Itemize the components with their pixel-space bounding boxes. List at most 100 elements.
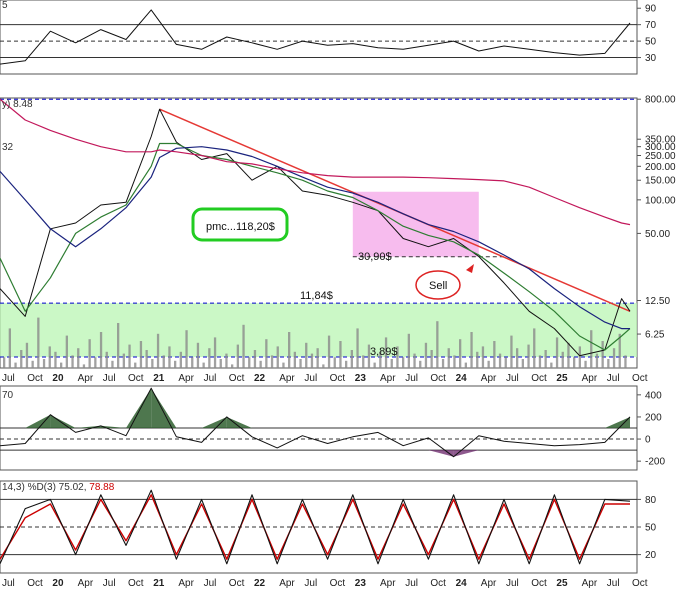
stochastic-x-axis-label: Jul	[405, 578, 418, 589]
distribution-zone	[352, 191, 479, 257]
volume-bar	[282, 362, 285, 368]
volume-bar	[213, 337, 217, 368]
volume-bar	[202, 362, 205, 368]
price-tick-label: 350.00	[645, 135, 676, 146]
volume-bar	[413, 353, 416, 368]
oscillator-tick-label: 0	[645, 435, 651, 446]
oscillator-positive-fill	[25, 414, 51, 428]
volume-bar	[504, 357, 507, 368]
volume-bar	[276, 346, 279, 368]
volume-bar	[54, 351, 57, 368]
price-x-axis-label: Apr	[380, 373, 396, 384]
stochastic-x-axis-label: Jul	[607, 578, 620, 589]
stochastic-params: 14,3) %D(3) 75.02,	[2, 482, 87, 493]
volume-bar	[487, 360, 490, 368]
stochastic-x-axis-label: 25	[556, 578, 568, 589]
price-x-axis-label: Oct	[632, 373, 648, 384]
volume-bar	[139, 341, 143, 368]
volume-bar	[430, 350, 433, 368]
volume-bar	[225, 353, 228, 368]
volume-bar	[453, 355, 456, 368]
volume-bar	[384, 337, 388, 368]
oscillator-positive-fill	[201, 416, 227, 428]
volume-bar	[527, 344, 530, 368]
volume-bar	[31, 360, 34, 368]
price-x-axis-label: Apr	[78, 373, 94, 384]
volume-bar	[327, 335, 331, 368]
rsi-tick-label: 90	[645, 4, 657, 15]
stochastic-x-axis-label: Jul	[506, 578, 519, 589]
volume-bar	[470, 332, 473, 368]
volume-bar	[305, 342, 308, 368]
volume-bar	[424, 342, 428, 368]
price-tick-label: 12.50	[645, 296, 670, 307]
stochastic-x-axis-label: Apr	[78, 578, 94, 589]
volume-bar	[299, 359, 302, 368]
volume-bar	[77, 348, 80, 368]
volume-bar	[624, 355, 627, 368]
volume-bar	[339, 341, 342, 368]
oscillator-tick-label: 200	[645, 412, 662, 423]
price-ma-mid-line	[0, 146, 630, 330]
price-x-axis-label: 25	[556, 373, 568, 384]
oscillator-positive-fill	[604, 416, 630, 428]
volume-bar	[419, 360, 422, 368]
volume-bar	[322, 364, 325, 368]
oscillator-tick-label: -200	[645, 457, 665, 468]
volume-bar	[436, 321, 439, 368]
volume-bar	[134, 362, 137, 368]
price-tick-label: 800.00	[645, 95, 676, 106]
volume-bar	[481, 346, 485, 368]
level-1184-label: 11,84$	[300, 290, 333, 302]
stochastic-x-axis-label: Apr	[582, 578, 598, 589]
price-x-axis-label: 22	[254, 373, 266, 384]
price-x-axis-label: Jul	[304, 373, 317, 384]
volume-bar	[94, 357, 97, 368]
volume-bar	[99, 332, 103, 368]
volume-bar	[607, 359, 610, 368]
stochastic-x-axis-label: Oct	[330, 578, 346, 589]
price-x-axis-label: Jul	[2, 373, 15, 384]
price-ma-long-line	[0, 98, 631, 226]
volume-bar	[350, 350, 353, 368]
volume-bar	[618, 333, 621, 368]
price-x-axis-label: Oct	[229, 373, 245, 384]
stochastic-x-axis-label: Oct	[430, 578, 446, 589]
stochastic-x-axis-label: 24	[456, 578, 468, 589]
volume-bar	[447, 348, 450, 368]
volume-bar	[3, 357, 6, 368]
volume-bar	[544, 350, 547, 368]
sell-label: Sell	[429, 280, 447, 292]
price-bands	[0, 191, 637, 358]
price-x-axis-label: Oct	[330, 373, 346, 384]
volume-bar	[510, 335, 513, 368]
stochastic-x-axis-label: Oct	[531, 578, 547, 589]
price-tick-label: 150.00	[645, 176, 676, 187]
volume-bar	[590, 330, 593, 368]
price-x-axis-label: Jul	[405, 373, 418, 384]
volume-bar	[117, 323, 120, 368]
price-price-line	[0, 108, 631, 357]
volume-bar	[310, 353, 314, 368]
price-x-axis-label: 23	[355, 373, 367, 384]
stochastic-panel-label: 14,3) %D(3) 75.02, 78.88	[2, 482, 115, 493]
volume-bar	[464, 362, 467, 368]
volume-bar	[550, 362, 553, 368]
price-x-axis-label: Jul	[607, 373, 620, 384]
price-x-axis-label: Oct	[531, 373, 547, 384]
volume-bar	[555, 337, 559, 368]
volume-bar	[8, 328, 11, 368]
price-panel-label: y) 8.48	[2, 99, 33, 110]
stochastic-k-line	[0, 489, 631, 565]
price-ma-short-line	[0, 142, 631, 351]
stochastic-d-value: 78.88	[89, 482, 114, 493]
volume-bar	[105, 351, 108, 368]
price-x-axis-label: Apr	[582, 373, 598, 384]
volume-bar	[231, 364, 234, 368]
price-tick-label: 100.00	[645, 195, 676, 206]
volume-bar	[88, 339, 91, 368]
volume-bar	[259, 360, 262, 368]
price-tick-label: 250.00	[645, 151, 676, 162]
